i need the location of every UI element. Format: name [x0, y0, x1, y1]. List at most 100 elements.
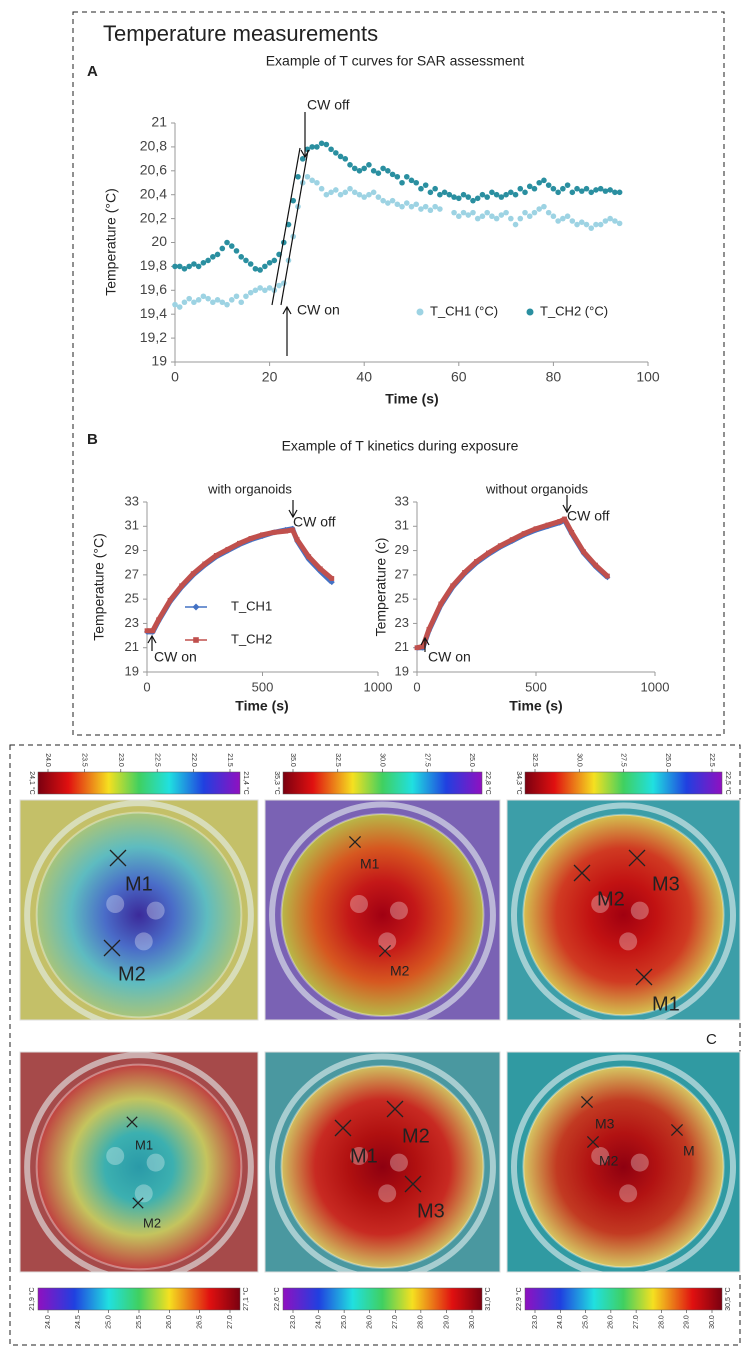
data-point — [557, 519, 563, 524]
panel-c-border — [9, 744, 741, 1346]
legend-label: T_CH2 — [231, 631, 272, 646]
data-point — [200, 293, 207, 300]
data-point — [588, 225, 595, 231]
x-tick-label: 80 — [546, 369, 562, 385]
colorbar-tick-label: 30.0 — [469, 1315, 476, 1329]
data-point — [522, 209, 528, 216]
data-point — [422, 203, 429, 210]
data-point — [176, 304, 183, 310]
data-point — [474, 215, 481, 222]
well-rim — [522, 1065, 725, 1269]
y-tick-label: 19 — [125, 663, 139, 678]
data-point — [420, 644, 426, 649]
data-point — [427, 189, 434, 196]
data-point — [366, 162, 372, 168]
colorbar-end-label: 30,5 °C — [724, 1287, 732, 1310]
data-point — [370, 189, 377, 196]
arrow-head — [282, 305, 292, 315]
x-tick-label: 0 — [413, 679, 420, 694]
data-point — [195, 263, 202, 270]
data-point — [394, 201, 401, 208]
measure-label: M3 — [417, 1200, 445, 1222]
annotation: CW on — [154, 649, 197, 665]
measure-cross — [126, 1116, 138, 1128]
data-point — [536, 206, 543, 212]
data-point — [385, 200, 391, 206]
organoid — [619, 1184, 638, 1203]
colorbar-tick-label: 25.0 — [106, 1315, 113, 1329]
data-point — [562, 516, 567, 522]
colorbar-tick-label: 26.0 — [367, 1315, 374, 1329]
data-point — [186, 295, 192, 302]
data-point — [413, 201, 420, 208]
data-point — [214, 297, 221, 303]
well — [281, 1065, 484, 1269]
y-tick-label: 25 — [125, 591, 139, 606]
legend-marker — [526, 308, 534, 316]
data-point — [560, 215, 566, 222]
data-point — [583, 185, 590, 192]
well — [36, 1064, 242, 1270]
data-point — [356, 191, 363, 198]
data-point — [474, 195, 481, 202]
x-tick-label: 100 — [636, 369, 660, 385]
data-point — [271, 257, 278, 264]
colorbar — [37, 771, 241, 795]
colorbar-tick-label: 27.0 — [633, 1315, 640, 1329]
data-point — [486, 550, 491, 556]
x-tick-label: 20 — [262, 369, 278, 385]
data-point — [418, 185, 424, 192]
y-tick-label: 19 — [151, 353, 167, 369]
data-point — [545, 522, 551, 528]
measure-label: M2 — [599, 1153, 619, 1169]
data-point — [356, 168, 363, 174]
data-point — [205, 257, 211, 264]
colorbar-tick-label: 29.0 — [443, 1315, 450, 1329]
data-point — [210, 299, 216, 306]
colorbar — [524, 771, 723, 795]
measure-label: M2 — [597, 888, 625, 910]
arrow-head — [288, 509, 298, 519]
data-point — [342, 156, 349, 162]
y-tick-label: 20 — [151, 233, 167, 249]
data-point — [329, 576, 335, 581]
data-point — [569, 218, 576, 224]
data-point — [460, 191, 467, 198]
x-tick-label: 1000 — [364, 679, 393, 694]
measure-label: M1 — [125, 873, 153, 895]
annotation: CW off — [567, 508, 610, 524]
data-point — [503, 191, 509, 198]
data-point — [309, 177, 315, 184]
data-point — [191, 299, 197, 306]
chart-title: without organoids — [485, 481, 588, 496]
measure-cross — [378, 944, 392, 958]
colorbar-tick-label: 22.0 — [190, 753, 197, 767]
data-point — [427, 207, 434, 214]
data-point — [403, 200, 410, 206]
y-tick-label: 21 — [151, 114, 167, 130]
colorbar-end-label: 22,5 °C — [724, 771, 732, 794]
data-point — [172, 301, 178, 308]
data-point — [347, 162, 353, 168]
data-point — [541, 177, 547, 184]
data-point — [438, 601, 444, 607]
data-point — [583, 221, 590, 228]
data-point — [290, 527, 295, 533]
colorbar-tick-label: 29.0 — [684, 1315, 691, 1329]
measure-cross — [109, 849, 127, 867]
colorbar-tick-label: 27.0 — [392, 1315, 399, 1329]
data-point — [224, 301, 230, 308]
data-point — [247, 289, 254, 296]
data-point — [489, 189, 495, 196]
data-point — [555, 189, 561, 196]
arrow-head — [420, 636, 430, 646]
data-point — [574, 221, 580, 228]
well-outer — [269, 1053, 496, 1272]
data-point — [602, 188, 609, 194]
data-point — [306, 554, 312, 560]
colorbar-tick-label: 28.0 — [658, 1315, 665, 1329]
data-point — [460, 209, 467, 216]
data-point — [337, 153, 344, 160]
data-point — [569, 529, 575, 535]
data-point — [437, 191, 443, 198]
